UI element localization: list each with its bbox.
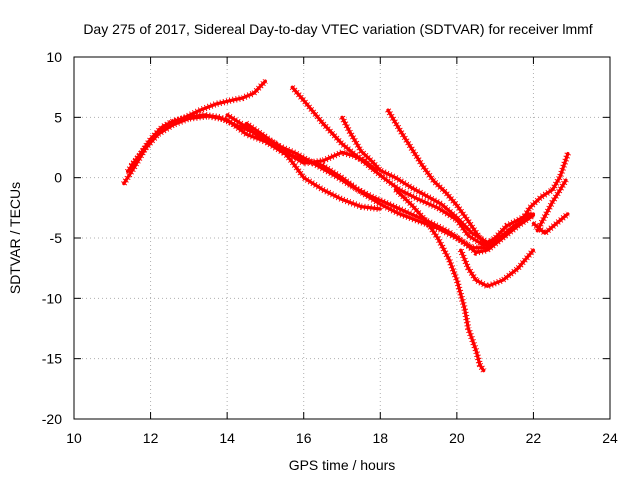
y-tick-label: 0 [54,170,62,186]
x-tick-label: 18 [372,430,388,446]
series-points [128,112,381,213]
series-line [394,188,486,373]
x-axis-title: GPS time / hours [289,457,396,473]
series-points [457,248,536,290]
x-tick-label: 10 [66,430,82,446]
series-line [290,85,532,247]
series-track-4 [225,112,490,251]
y-axis-title: SDTVAR / TECUs [7,182,23,294]
series-points [534,178,569,233]
y-tick-label: -5 [50,230,63,246]
series-track-9 [393,187,487,373]
series-track-6 [289,85,532,249]
y-axis-tick-labels: 10 5 0 -5 -10 -15 -20 [42,49,62,427]
series-group [121,78,571,373]
x-tick-label: 12 [143,430,159,446]
series-track-13 [531,211,570,237]
x-tick-label: 24 [602,430,618,446]
series-points [519,152,571,223]
x-axis-tick-labels: 10 12 14 16 18 20 22 24 [66,430,618,446]
series-track-7 [339,115,497,247]
series-line [386,108,535,248]
series-track-12 [534,178,569,233]
series-points [339,115,496,247]
series-points [289,85,532,249]
y-tick-label: -20 [42,411,62,427]
x-tick-label: 16 [296,430,312,446]
chart-title: Day 275 of 2017, Sidereal Day-to-day VTE… [83,21,592,37]
series-track-10 [457,248,536,290]
x-tick-label: 20 [449,430,465,446]
y-tick-label: -10 [42,290,62,306]
series-line [225,113,490,250]
x-tick-label: 14 [219,430,235,446]
series-points [531,211,570,237]
series-track-8 [385,108,536,250]
grid [74,57,610,419]
series-points [124,111,536,256]
x-tick-label: 22 [526,430,542,446]
y-tick-label: 5 [54,109,62,125]
series-track-11 [519,151,571,223]
y-tick-label: -15 [42,351,62,367]
y-tick-label: 10 [46,49,62,65]
series-track-3 [128,112,382,213]
axis-ticks [73,56,611,420]
